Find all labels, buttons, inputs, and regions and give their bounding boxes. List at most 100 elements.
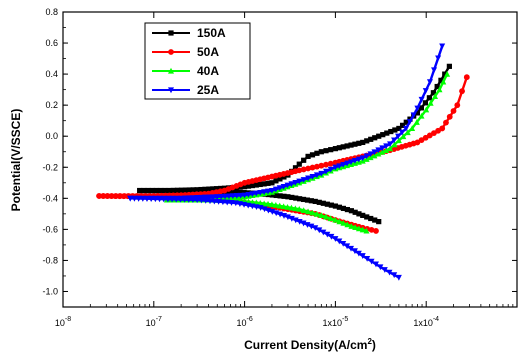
- data-point: [228, 200, 235, 206]
- data-point: [112, 193, 119, 200]
- data-point: [245, 183, 252, 189]
- x-axis-label-end: ): [372, 338, 376, 352]
- data-point: [355, 250, 362, 257]
- data-point: [218, 193, 225, 200]
- data-point: [379, 148, 386, 155]
- data-point: [210, 194, 217, 201]
- data-point: [316, 227, 323, 234]
- data-point: [285, 194, 291, 200]
- data-point: [391, 141, 398, 148]
- y-tick-label: -0.4: [42, 193, 58, 203]
- data-point: [454, 102, 461, 109]
- data-point: [404, 129, 411, 136]
- data-point: [363, 153, 370, 160]
- data-point: [336, 218, 343, 225]
- x-tick-label: 10-6: [236, 316, 252, 328]
- data-point: [280, 183, 287, 190]
- data-point: [340, 219, 347, 226]
- data-point: [149, 187, 155, 194]
- data-point: [309, 152, 316, 158]
- data-point: [297, 196, 303, 202]
- data-point: [395, 133, 402, 140]
- data-point: [253, 190, 260, 197]
- data-point: [391, 272, 398, 279]
- data-point: [381, 267, 388, 273]
- data-point: [352, 209, 358, 215]
- y-tick-label: -0.2: [42, 162, 58, 172]
- data-point: [327, 160, 334, 167]
- data-point: [189, 197, 196, 203]
- series-25A: [127, 43, 446, 281]
- data-point: [257, 181, 263, 188]
- data-point: [207, 198, 214, 205]
- data-point: [224, 199, 231, 206]
- data-point: [289, 194, 295, 201]
- data-point: [344, 160, 351, 167]
- data-point: [395, 274, 402, 281]
- data-point: [327, 166, 334, 173]
- data-point: [399, 122, 406, 128]
- data-point: [379, 145, 386, 152]
- data-point: [288, 215, 295, 222]
- data-point: [308, 223, 315, 230]
- data-point: [148, 196, 155, 203]
- data-point: [340, 240, 347, 247]
- data-point: [161, 187, 167, 194]
- data-point: [152, 196, 159, 203]
- data-point: [332, 216, 339, 223]
- data-point: [352, 224, 359, 231]
- data-point: [300, 177, 307, 183]
- data-point: [351, 158, 358, 164]
- data-point: [277, 193, 283, 199]
- data-point: [284, 214, 291, 221]
- data-point: [305, 175, 312, 182]
- data-point: [198, 188, 205, 194]
- plot-frame: [62, 11, 518, 308]
- data-point: [440, 78, 447, 85]
- x-tick-label: 10-7: [146, 316, 162, 328]
- data-point: [413, 119, 420, 125]
- data-point: [363, 227, 370, 234]
- data-point: [215, 198, 222, 205]
- data-point: [409, 125, 416, 132]
- data-point: [301, 157, 307, 163]
- data-point: [261, 181, 267, 187]
- data-point: [253, 182, 259, 188]
- data-point: [348, 208, 354, 214]
- data-point: [316, 199, 322, 205]
- data-point: [327, 215, 334, 222]
- legend-box: [144, 22, 251, 100]
- data-point: [269, 180, 275, 186]
- data-point: [224, 189, 230, 195]
- data-point: [257, 189, 264, 196]
- data-point: [96, 193, 103, 199]
- data-point: [376, 219, 382, 225]
- y-axis: 0.8 0.6 0.4 0.2 0.0 -0.2 -0.4 -0.6 -0.8 -1.0: [42, 7, 517, 308]
- data-point: [367, 154, 374, 161]
- data-point: [383, 143, 390, 150]
- data-point: [323, 161, 329, 168]
- data-point: [280, 203, 287, 210]
- data-point: [202, 197, 209, 204]
- data-point: [292, 165, 299, 171]
- data-point: [356, 211, 362, 217]
- data-point: [127, 195, 134, 202]
- data-point: [320, 229, 327, 236]
- data-point: [104, 193, 111, 199]
- data-point: [418, 105, 424, 111]
- data-point: [446, 63, 452, 69]
- data-point: [309, 173, 316, 180]
- data-point: [336, 204, 342, 210]
- legend-label: 50A: [197, 45, 219, 59]
- data-point: [309, 209, 316, 216]
- data-point: [344, 143, 350, 149]
- data-point: [242, 184, 248, 190]
- data-point: [249, 191, 256, 198]
- legend-marker: [168, 49, 174, 55]
- legend-label: 150A: [197, 26, 226, 40]
- data-point: [181, 196, 188, 203]
- legend-marker: [168, 87, 174, 94]
- data-point: [202, 194, 209, 201]
- data-point: [355, 156, 362, 163]
- data-point: [300, 207, 307, 214]
